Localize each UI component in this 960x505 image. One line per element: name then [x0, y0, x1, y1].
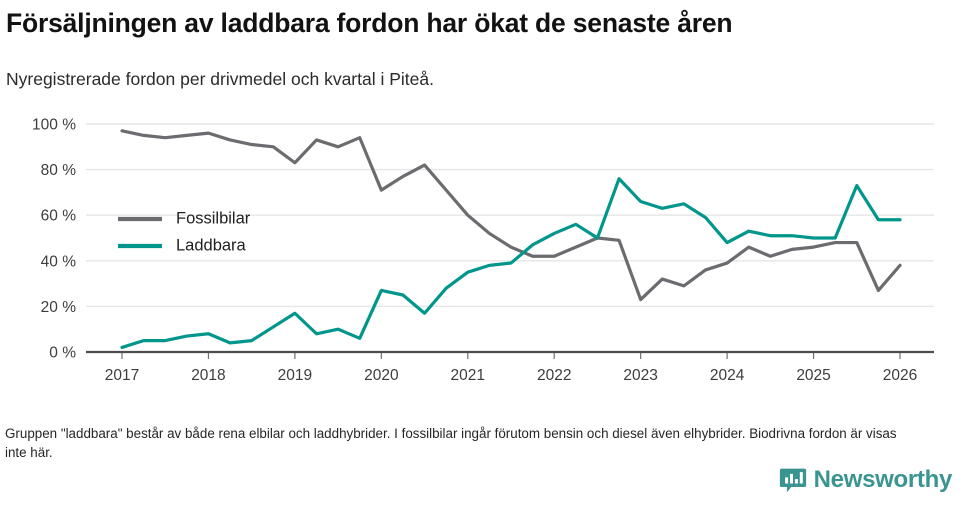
- x-axis-tick-label: 2017: [105, 367, 139, 384]
- line-chart: 0 % 20 % 40 % 60 % 80 % 100 % 2017 2018 2019 202…: [32, 117, 934, 384]
- x-axis-tick-label: 2023: [623, 367, 657, 384]
- newsworthy-bars-bubble-icon: [779, 468, 806, 493]
- series-line-laddbara: [120, 177, 902, 350]
- x-axis-tick-label: 2020: [364, 367, 399, 384]
- y-axis-tick-label: 40 %: [41, 253, 77, 270]
- x-axis-tick-label: 2026: [883, 367, 917, 384]
- y-axis-labels-group: 0 % 20 % 40 % 60 % 80 % 100 %: [32, 117, 76, 362]
- chart-container: 0 % 20 % 40 % 60 % 80 % 100 % 2017 2018 2019 202…: [0, 110, 960, 410]
- footnote: Gruppen "laddbara" består av både rena e…: [5, 426, 897, 461]
- x-axis-tick-label: 2018: [191, 367, 225, 384]
- page-title: Försäljningen av laddbara fordon har öka…: [6, 8, 733, 38]
- series-line-fossilbilar: [120, 129, 902, 302]
- gridlines-group: [86, 123, 934, 308]
- y-axis-tick-label: 60 %: [41, 208, 77, 225]
- x-axis-tick-label: 2024: [710, 367, 745, 384]
- page-subtitle: Nyregistrerade fordon per drivmedel och …: [6, 69, 434, 89]
- x-axis-tick-label: 2021: [451, 367, 485, 384]
- x-axis-ticks-group: [121, 352, 901, 359]
- y-axis-tick-label: 80 %: [41, 162, 77, 179]
- x-axis-labels-group: 2017 2018 2019 2020 2021 2022 2023 2024 2025 2026: [105, 367, 917, 384]
- x-axis-tick-label: 2022: [537, 367, 571, 384]
- y-axis-tick-label: 20 %: [41, 299, 77, 316]
- x-axis-tick-label: 2019: [278, 367, 312, 384]
- y-axis-tick-label: 100 %: [32, 117, 76, 134]
- brand-name: Newsworthy: [813, 466, 953, 493]
- legend-label-laddbara: Laddbara: [176, 236, 247, 254]
- x-axis-tick-label: 2025: [796, 367, 830, 384]
- series-lines-group: [120, 129, 902, 350]
- legend: Fossilbilar Laddbara: [118, 209, 251, 254]
- legend-label-fossilbilar: Fossilbilar: [176, 209, 251, 227]
- newsworthy-logo: Newsworthy: [779, 466, 952, 494]
- y-axis-tick-label: 0 %: [49, 345, 76, 362]
